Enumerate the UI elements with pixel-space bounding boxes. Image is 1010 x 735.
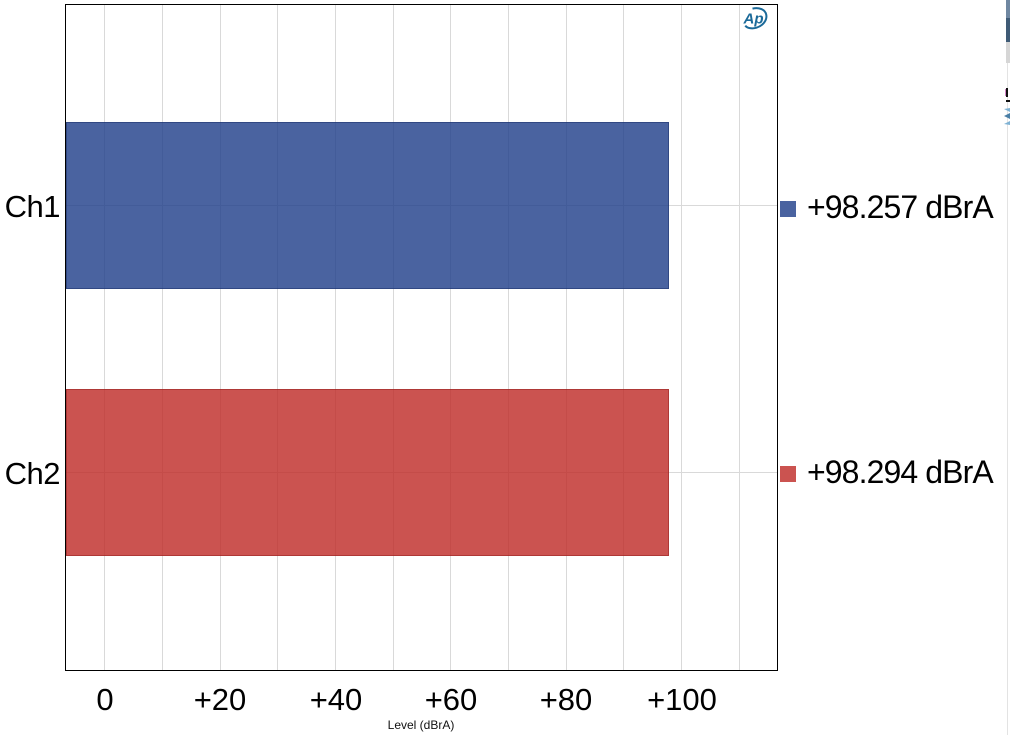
svg-text:Ap: Ap — [743, 11, 764, 28]
